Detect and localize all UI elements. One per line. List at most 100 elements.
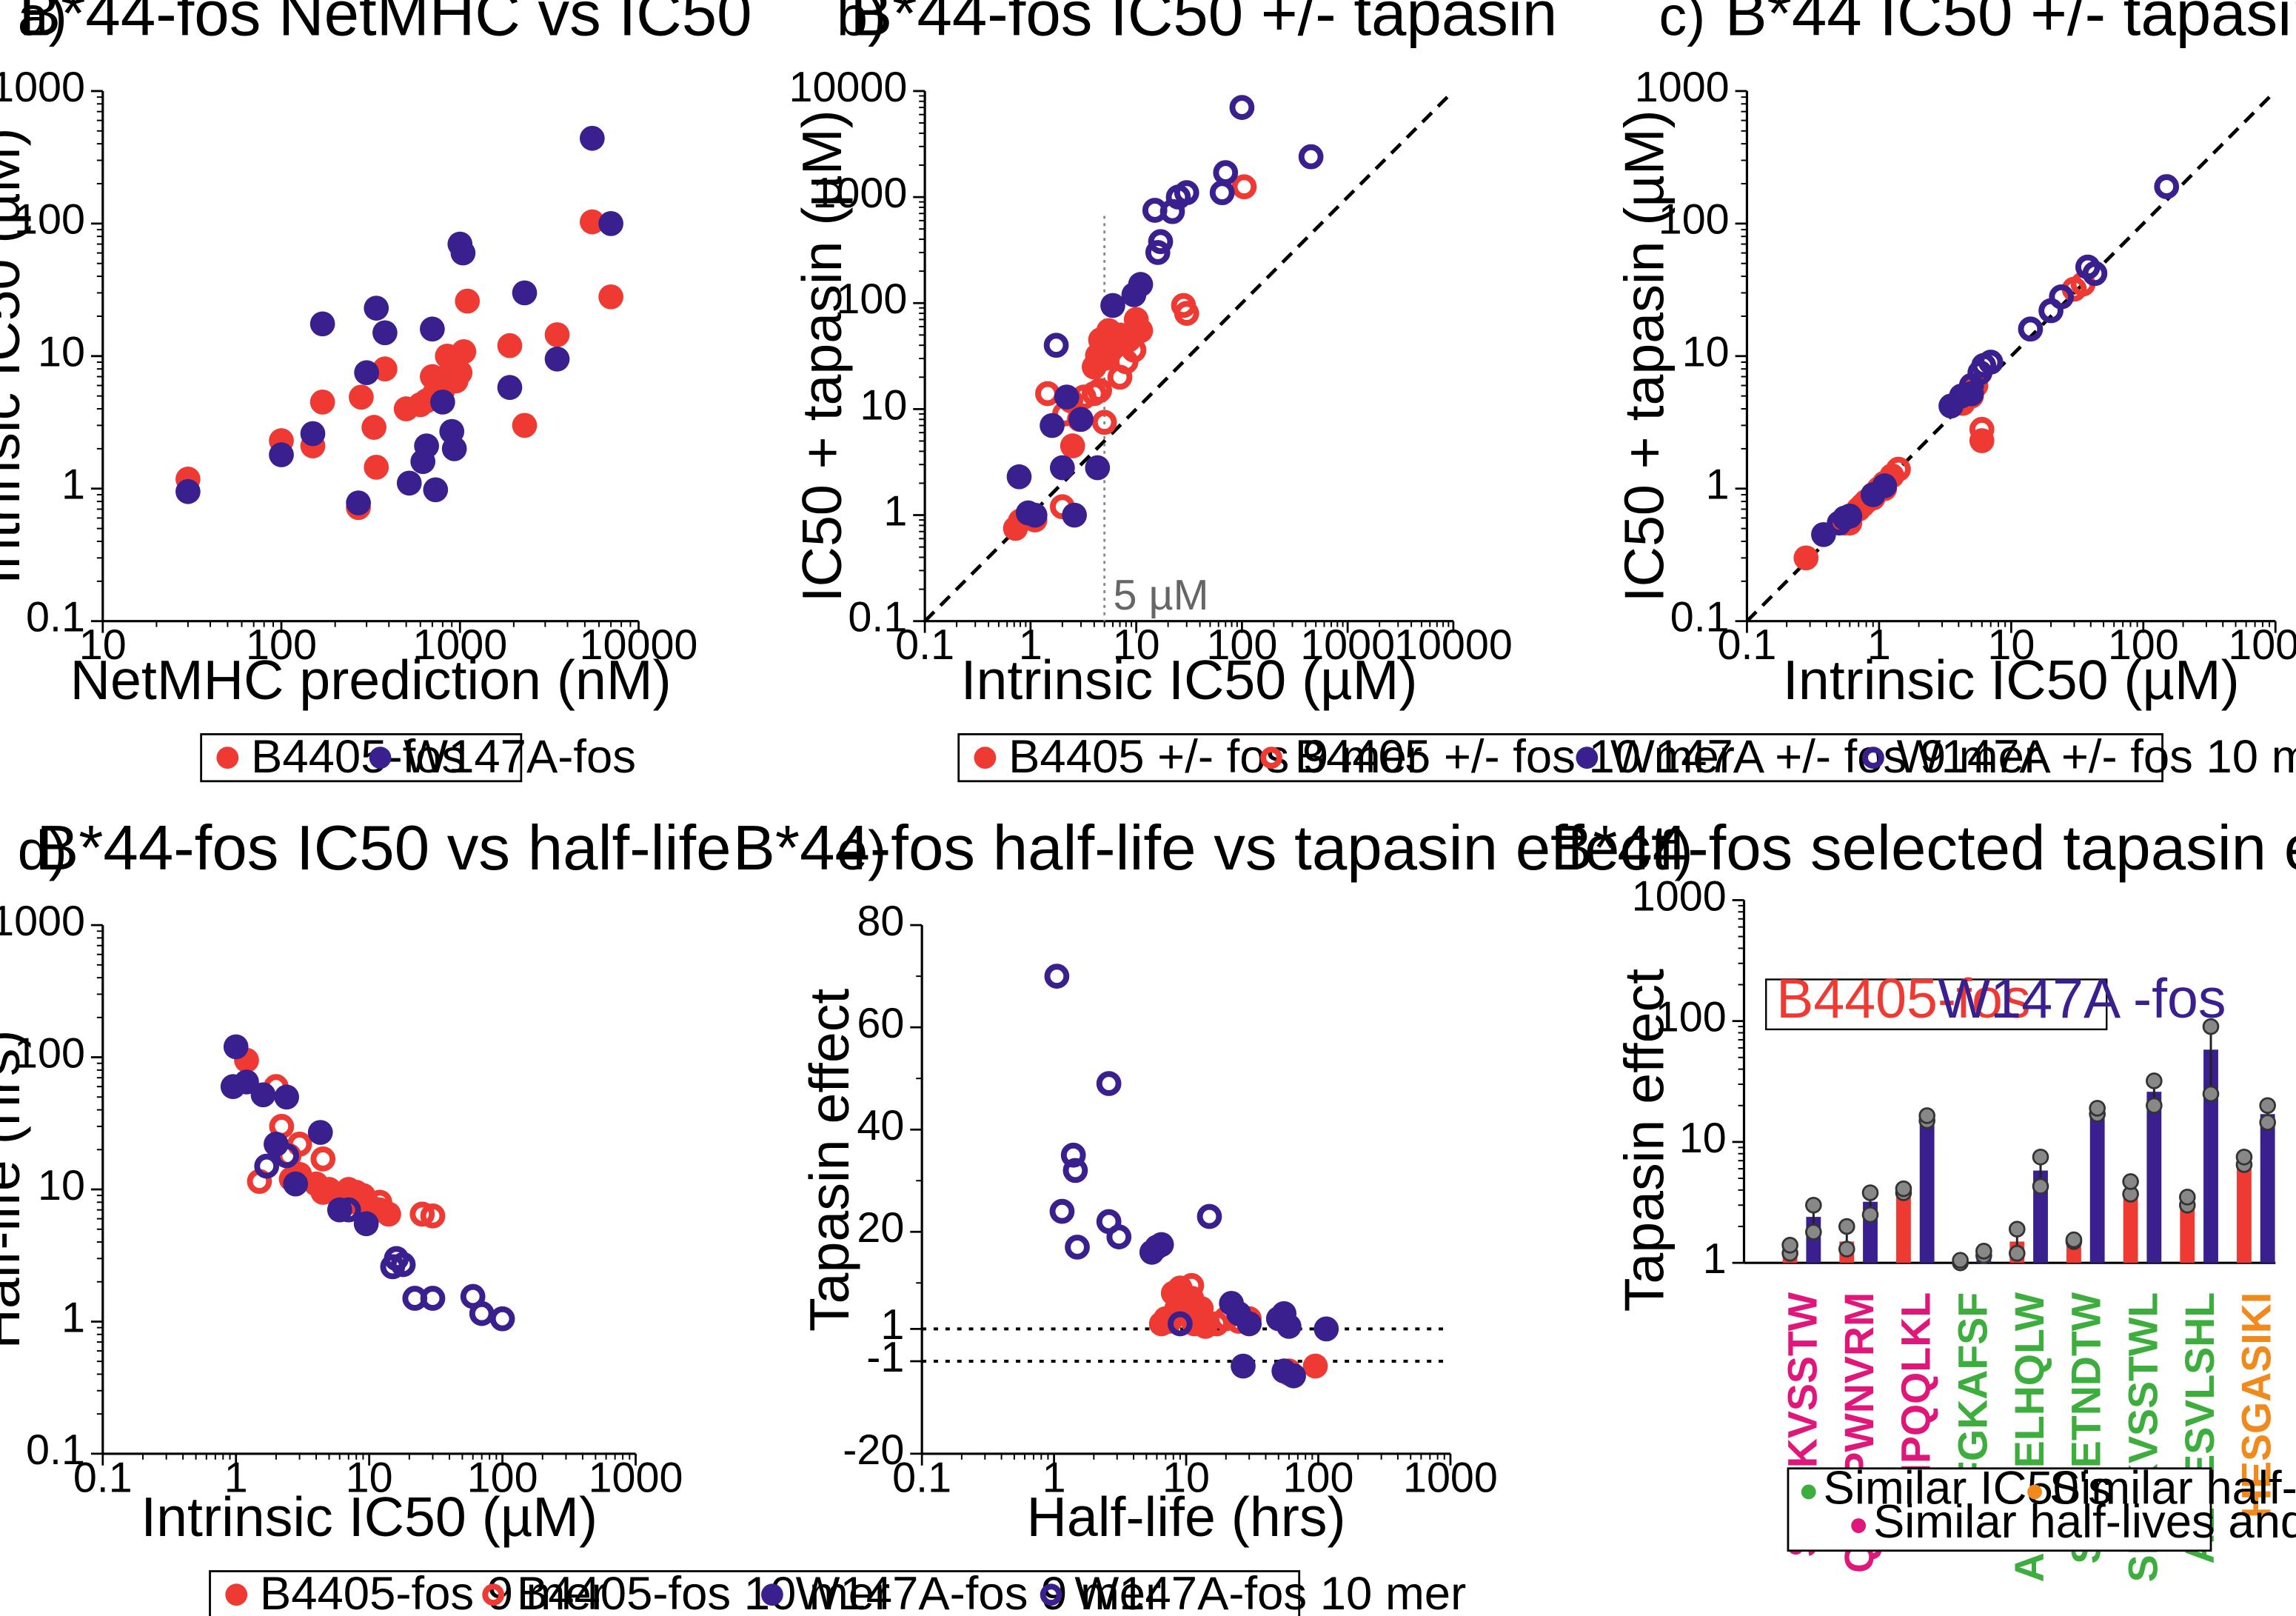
- data-point: [1231, 1353, 1256, 1379]
- bar-group-denpqqlkl: [1895, 1107, 1935, 1263]
- bar-group-seiketndtw: [2065, 1100, 2106, 1263]
- data-point: [1062, 502, 1087, 528]
- data-point: [396, 470, 422, 496]
- data-point: [512, 280, 538, 306]
- x-tick-label: 1000: [412, 621, 507, 669]
- data-point: [497, 375, 523, 400]
- legend-label: W147A-fos: [404, 731, 636, 783]
- x-axis-label: Half-life (hrs): [1027, 1486, 1346, 1548]
- data-point: [1872, 473, 1898, 498]
- data-point: [1281, 1363, 1306, 1389]
- data-point: [1049, 1198, 1075, 1224]
- bar-w147a: [2260, 1114, 2275, 1263]
- x-tick-label: 0.1: [892, 1454, 951, 1501]
- series-w147a-fos-10-mer: [254, 1143, 515, 1332]
- y-tick-label: 0.1: [26, 594, 85, 641]
- chart-title: B*44-fos selected tapasin effects: [1550, 813, 2296, 884]
- data-point: [1209, 180, 1235, 206]
- replicate-point: [2146, 1097, 2163, 1115]
- series-w147a-fos-9-mer: [1006, 272, 1154, 528]
- data-point: [1106, 1224, 1132, 1249]
- y-tick-label: 1000: [0, 64, 85, 111]
- identity-line: [1745, 90, 2277, 623]
- y-tick-label: 100: [14, 1029, 85, 1077]
- data-point: [1148, 229, 1174, 255]
- chart-title: B*44 IC50 +/- tapasin: [1725, 0, 2296, 50]
- data-point: [349, 384, 374, 410]
- replicate-point: [2032, 1178, 2049, 1195]
- data-point: [1035, 381, 1060, 407]
- data-point: [309, 390, 335, 415]
- legend-item: W147A +/- fos 10 mer: [1862, 731, 2296, 783]
- data-point: [1091, 410, 1117, 435]
- y-axis-label: Half-life (hrs): [0, 1029, 31, 1349]
- y-tick-label: 1: [1703, 1235, 1727, 1283]
- panel-label: d): [18, 819, 67, 881]
- data-point: [1040, 413, 1065, 438]
- y-tick-label: 0.1: [26, 1426, 85, 1474]
- legend-label: B4405-fos: [251, 731, 465, 783]
- data-point: [1085, 455, 1111, 481]
- legend-item: B4405-fos 10 mer: [482, 1568, 890, 1616]
- bar-group-qempwnvrm: [1838, 1184, 1879, 1263]
- threshold-label: 5 µM: [1114, 572, 1209, 619]
- panel-label: b): [837, 0, 886, 47]
- data-point: [580, 125, 605, 151]
- data-point: [598, 284, 623, 310]
- legend-label: Similar IC50's: [1824, 1462, 2112, 1514]
- data-point: [1043, 333, 1069, 358]
- y-tick-label: 20: [857, 1204, 904, 1252]
- data-point: [376, 1201, 401, 1227]
- y-tick-label: 1: [880, 1301, 904, 1349]
- y-tick-label: 60: [857, 1000, 904, 1047]
- legend-marker: [1862, 747, 1884, 769]
- legend-box: [1787, 1467, 2212, 1552]
- bar-group-semkvsstwl: [2122, 1072, 2163, 1263]
- data-point: [1145, 240, 1171, 265]
- x-tick-label: 100: [1283, 1454, 1354, 1501]
- replicate-point: [1895, 1180, 1912, 1198]
- bar-b4405: [2180, 1201, 2195, 1263]
- data-point: [1231, 174, 1257, 200]
- x-tick-label: 100: [246, 621, 317, 669]
- data-point: [364, 455, 389, 480]
- legend-label: B4405-fos 10 mer: [517, 1568, 890, 1616]
- x-category-label: HESGASIKI: [2234, 1292, 2280, 1518]
- panel-label: a): [18, 0, 67, 47]
- replicate-point: [1918, 1107, 1935, 1124]
- data-point: [1060, 1142, 1086, 1168]
- replicate-point: [2032, 1149, 2049, 1166]
- data-point: [451, 338, 477, 364]
- legend-label: Similar half-lives and IC50's: [1873, 1496, 2296, 1548]
- data-point: [274, 1084, 299, 1110]
- legend-item: Similar half-lives and IC50's: [1851, 1496, 2296, 1548]
- data-point: [544, 322, 570, 347]
- data-point: [441, 436, 467, 461]
- data-point: [1087, 378, 1112, 404]
- legend-label: B4405-fos 9 mer: [260, 1568, 607, 1616]
- x-tick-label: 10000: [580, 621, 698, 669]
- x-tick-label: 100: [2108, 621, 2179, 669]
- bar-group-eefgkafsf: [1952, 1243, 1992, 1272]
- legend-marker: [974, 747, 997, 769]
- data-point: [1302, 1353, 1328, 1379]
- replicate-point: [1805, 1223, 1822, 1241]
- replicate-point: [1838, 1241, 1855, 1258]
- inset-legend-w147a: W147A -fos: [1938, 967, 2226, 1029]
- data-point: [1128, 318, 1154, 344]
- data-point: [1168, 1311, 1193, 1337]
- chart-title: B*44-fos NetMHC vs IC50: [19, 0, 752, 50]
- replicate-point: [1805, 1196, 1822, 1214]
- replicate-point: [2259, 1114, 2276, 1131]
- data-point: [430, 390, 455, 415]
- data-point: [447, 360, 473, 386]
- legend-item: W147A-fos: [369, 731, 636, 783]
- replicate-point: [2146, 1072, 2163, 1089]
- data-point: [1100, 293, 1125, 318]
- y-axis-label: Tapasin effect: [1613, 969, 1675, 1312]
- data-point: [364, 296, 389, 321]
- legend-item: W147A-fos 9 mer: [761, 1568, 1161, 1616]
- data-point: [250, 1082, 276, 1108]
- x-tick-label: 1000: [2228, 621, 2296, 669]
